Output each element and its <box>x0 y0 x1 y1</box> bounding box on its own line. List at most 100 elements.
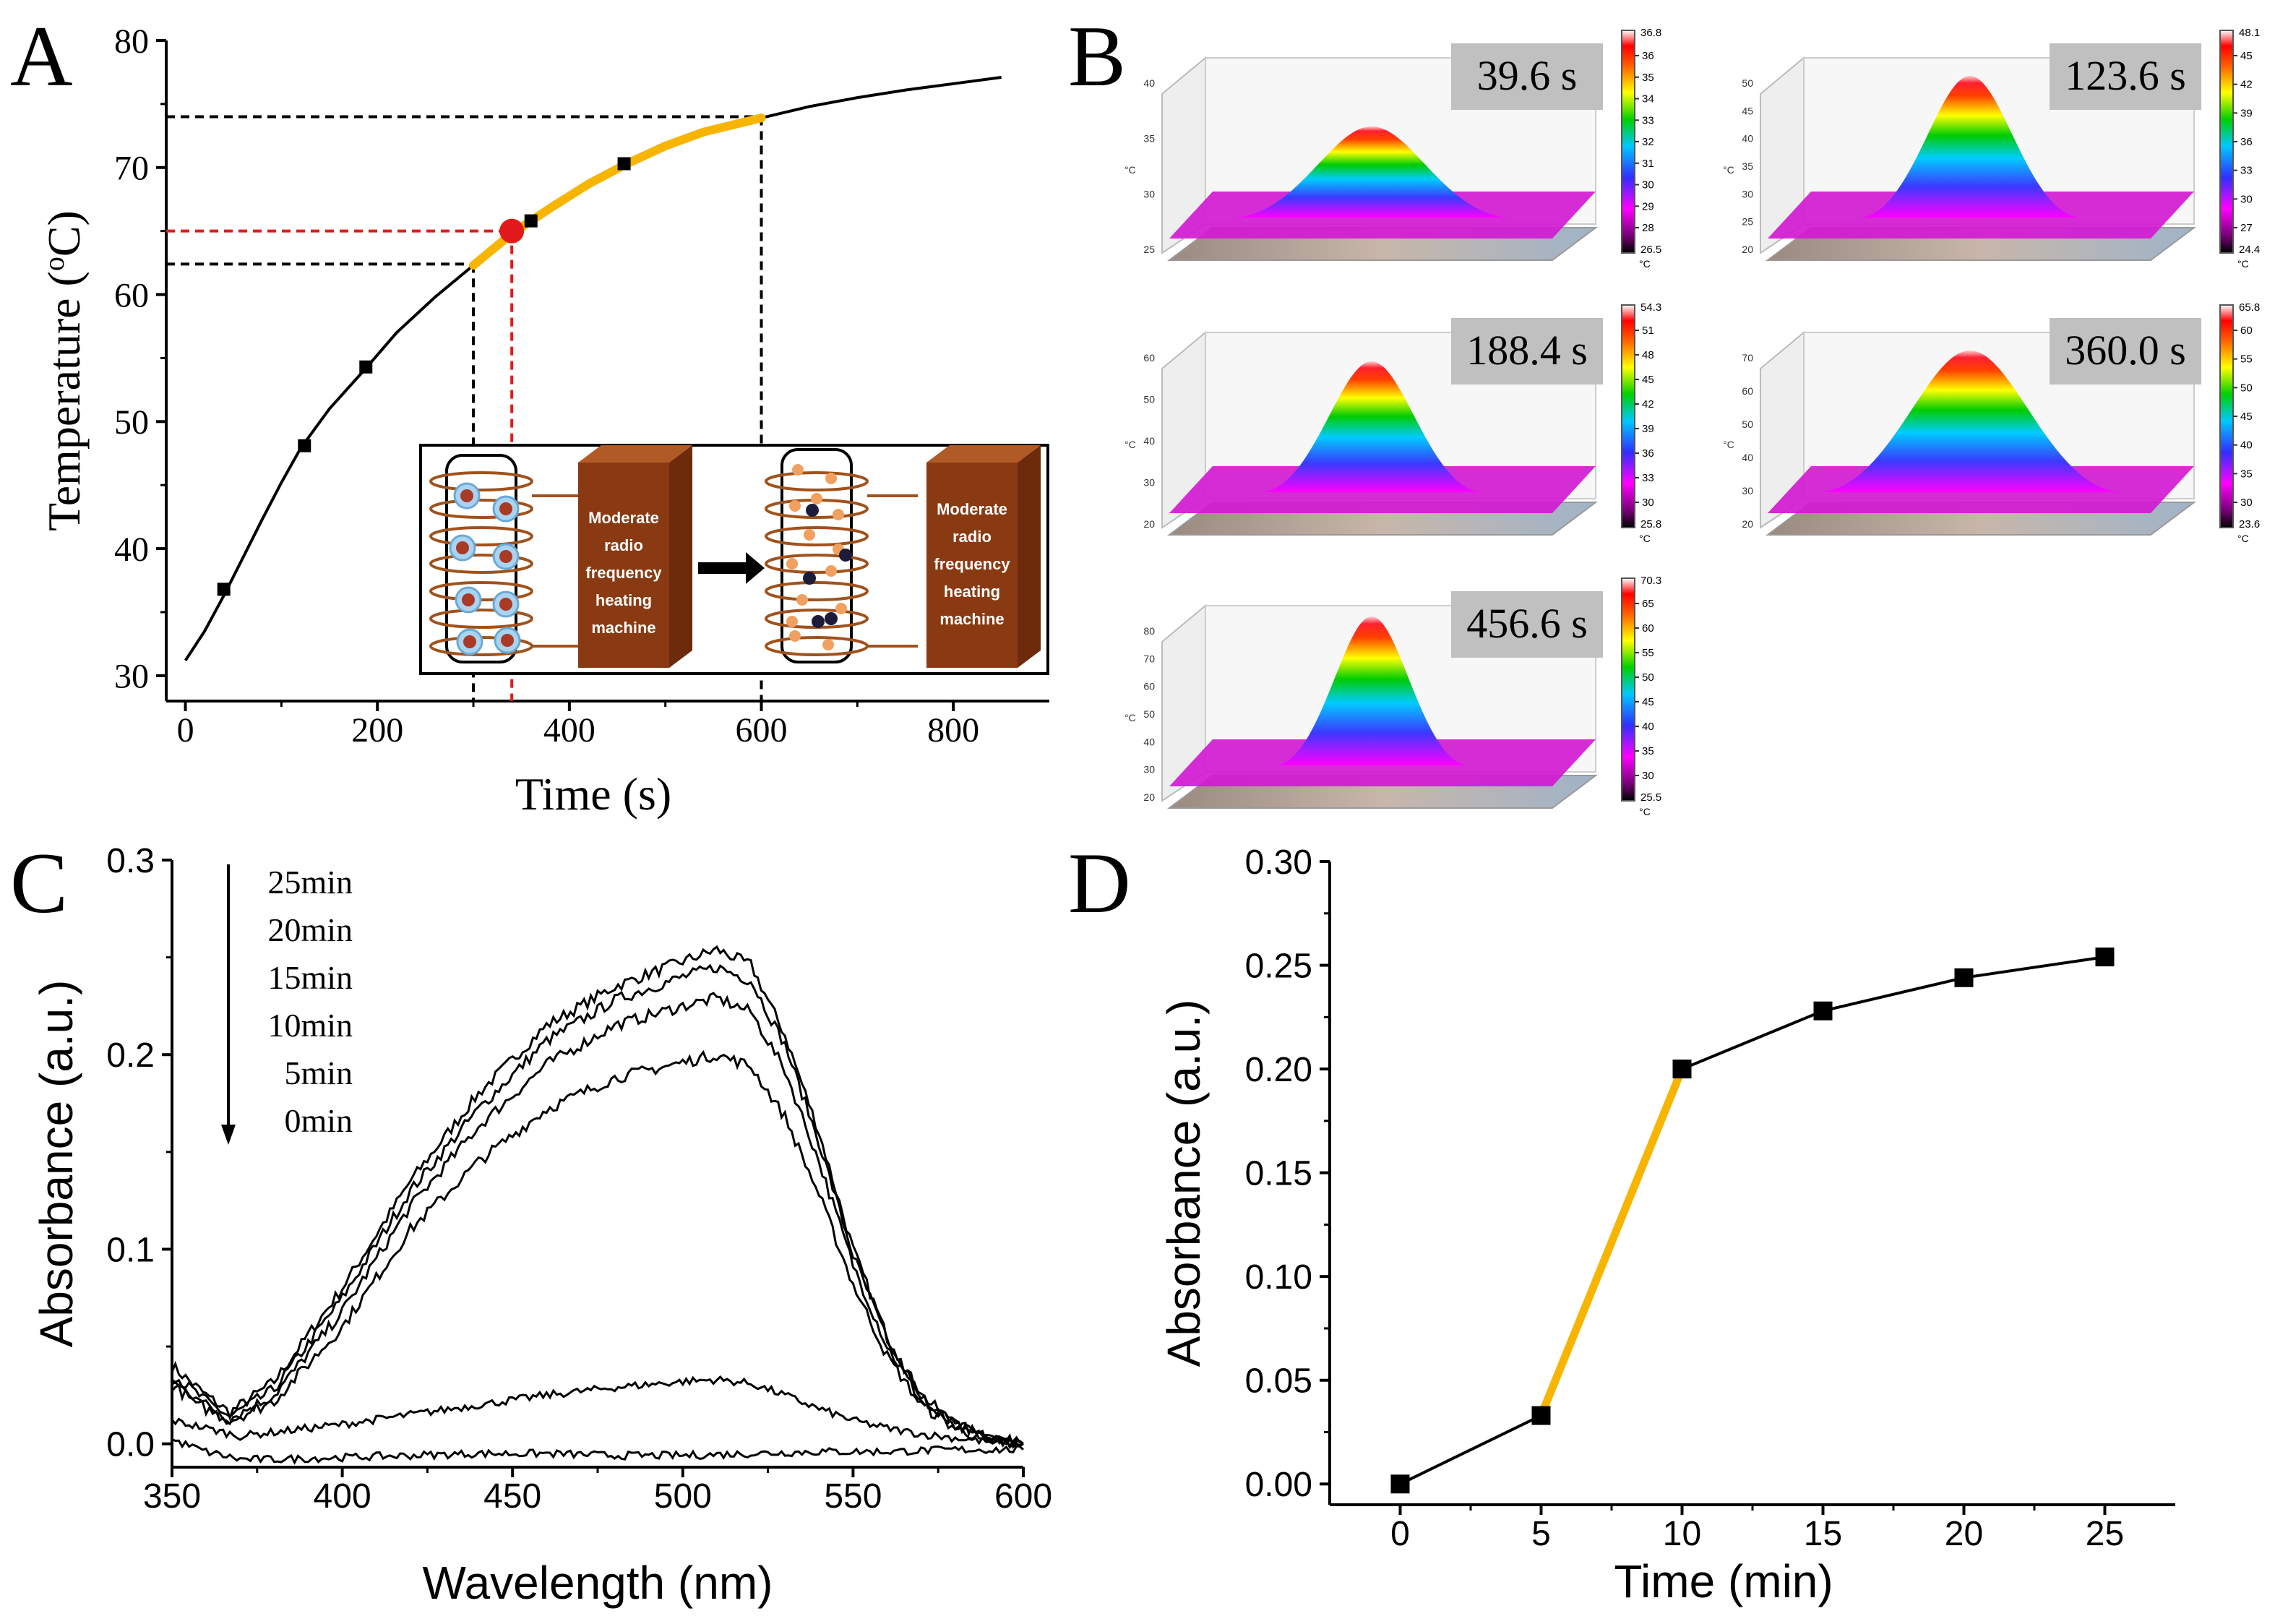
machine-label: radio <box>952 528 992 546</box>
scale-unit: °C <box>1639 533 1651 544</box>
panel-label-a: A <box>10 8 73 104</box>
map-axis-tick: 35 <box>1742 160 1753 172</box>
x-tick-label: 400 <box>314 1477 371 1516</box>
scale-tick-label: 30 <box>1642 179 1654 192</box>
scale-tick-label: 51 <box>1642 325 1654 337</box>
y-tick-label: 0.3 <box>106 842 155 880</box>
cluster-core <box>499 598 512 611</box>
scale-tick-label: 36 <box>1642 50 1654 62</box>
y-tick-label: 0.25 <box>1245 947 1312 985</box>
particle <box>825 565 837 577</box>
x-tick-label: 20 <box>1945 1515 1983 1553</box>
scale-tick-label: 33 <box>1642 114 1654 126</box>
nanoparticle-clusters <box>449 482 521 656</box>
legend-entry: 0min <box>284 1102 353 1139</box>
x-tick-label: 450 <box>483 1477 541 1516</box>
map-axis-tick: 40 <box>1143 77 1155 89</box>
x-tick-label: 600 <box>736 711 788 749</box>
y-tick-label: 70 <box>114 150 149 188</box>
x-tick-label: 550 <box>824 1477 882 1516</box>
scale-tick-label: 30 <box>2240 497 2253 509</box>
x-tick-label: 200 <box>351 711 403 749</box>
temperature-peak <box>1860 76 2080 218</box>
scale-tick-label: 50 <box>2240 382 2253 394</box>
map-axis-unit: °C <box>1723 439 1734 450</box>
temperature-peak <box>1262 361 1481 492</box>
map-axis-unit: °C <box>1723 164 1734 176</box>
y-axis-title: Temperature (oC) <box>38 210 90 531</box>
map-axis-tick: 40 <box>1742 452 1753 463</box>
machine-left-top <box>578 445 692 463</box>
x-tick-label: 5 <box>1531 1515 1551 1553</box>
cluster-core <box>463 635 476 648</box>
map-axis-tick: 45 <box>1742 105 1753 116</box>
legend-entry: 5min <box>284 1054 353 1091</box>
color-scale-bar <box>2219 304 2234 528</box>
scale-tick-label: 36 <box>1642 447 1654 460</box>
x-tick-label: 600 <box>994 1477 1052 1516</box>
y-tick-label: 0.0 <box>106 1425 155 1464</box>
machine-right-top <box>926 445 1041 463</box>
spectrum-line <box>171 1438 1025 1465</box>
scale-max: 36.8 <box>1640 27 1661 39</box>
scale-max: 54.3 <box>1640 301 1661 314</box>
map-axis-tick: 25 <box>1742 216 1753 228</box>
time-label: 456.6 s <box>1466 600 1588 647</box>
scale-unit: °C <box>1639 258 1651 270</box>
data-point <box>2095 948 2115 967</box>
spectrum-line <box>171 992 1024 1449</box>
map-axis-tick: 30 <box>1143 188 1155 199</box>
data-point <box>1672 1060 1692 1079</box>
dispersed-particles <box>786 464 852 650</box>
y-title-end: C) <box>38 210 90 257</box>
cluster-core <box>460 489 473 502</box>
coil-ring <box>429 554 533 574</box>
map-axis-tick: 70 <box>1143 653 1155 664</box>
map-axis-tick: 20 <box>1742 518 1753 530</box>
color-scale-bar <box>2219 30 2234 254</box>
x-tick-label: 350 <box>143 1477 201 1516</box>
time-label-box <box>2050 43 2201 110</box>
legend: 25min 20min 15min 10min 5min 0min <box>267 864 353 1139</box>
scale-tick-label: 35 <box>1642 745 1654 757</box>
scale-tick-label: 39 <box>1642 423 1654 435</box>
machine-label: radio <box>604 536 643 554</box>
y-tick-label: 0.1 <box>106 1231 155 1269</box>
map-axis-tick: 20 <box>1742 244 1753 255</box>
scale-tick-label: 42 <box>2240 79 2253 91</box>
scale-tick-label: 45 <box>2240 411 2253 423</box>
temperature-peak <box>1819 351 2121 492</box>
y-tick-label: 50 <box>114 403 149 442</box>
spectrum-line <box>171 945 1024 1449</box>
cluster-core <box>499 502 512 515</box>
scale-max: 48.1 <box>2239 27 2260 39</box>
legend-entry: 20min <box>267 911 353 948</box>
scale-tick-label: 32 <box>1642 136 1654 148</box>
y-tick-label: 40 <box>114 530 149 569</box>
x-axis-title: Time (min) <box>1614 1555 1833 1607</box>
spectrum-line <box>171 963 1024 1445</box>
time-label: 360.0 s <box>2065 327 2186 374</box>
coil-ring <box>429 471 533 491</box>
particle <box>789 500 801 512</box>
time-label-box <box>1451 318 1603 384</box>
scale-unit: °C <box>2237 533 2249 544</box>
coil-ring <box>765 554 869 574</box>
core-particle <box>825 612 838 625</box>
legend-arrow-icon <box>221 1125 236 1145</box>
legend-entry: 15min <box>267 959 353 996</box>
y-tick-label: 0.00 <box>1245 1466 1312 1504</box>
highlight-segment <box>469 113 766 270</box>
particle <box>796 594 808 606</box>
map-axis-tick: 50 <box>1143 394 1155 405</box>
machine-left <box>578 463 669 668</box>
scale-tick-label: 45 <box>1642 374 1654 386</box>
thermal-map: 60 50 40 30 20 °C 188.4 s 54.3 51 48 45 42 39 36 33 30 2… <box>1124 301 1661 544</box>
particle <box>786 558 798 570</box>
particle <box>822 639 834 650</box>
absorbance-line <box>1399 955 2105 1486</box>
scale-tick-label: 30 <box>2240 193 2253 205</box>
chart-d: 0 5 10 15 20 25 0.00 0.05 0.10 0.15 0.20 0.25 0.30 Ti… <box>1158 843 2175 1607</box>
particle <box>792 464 804 476</box>
